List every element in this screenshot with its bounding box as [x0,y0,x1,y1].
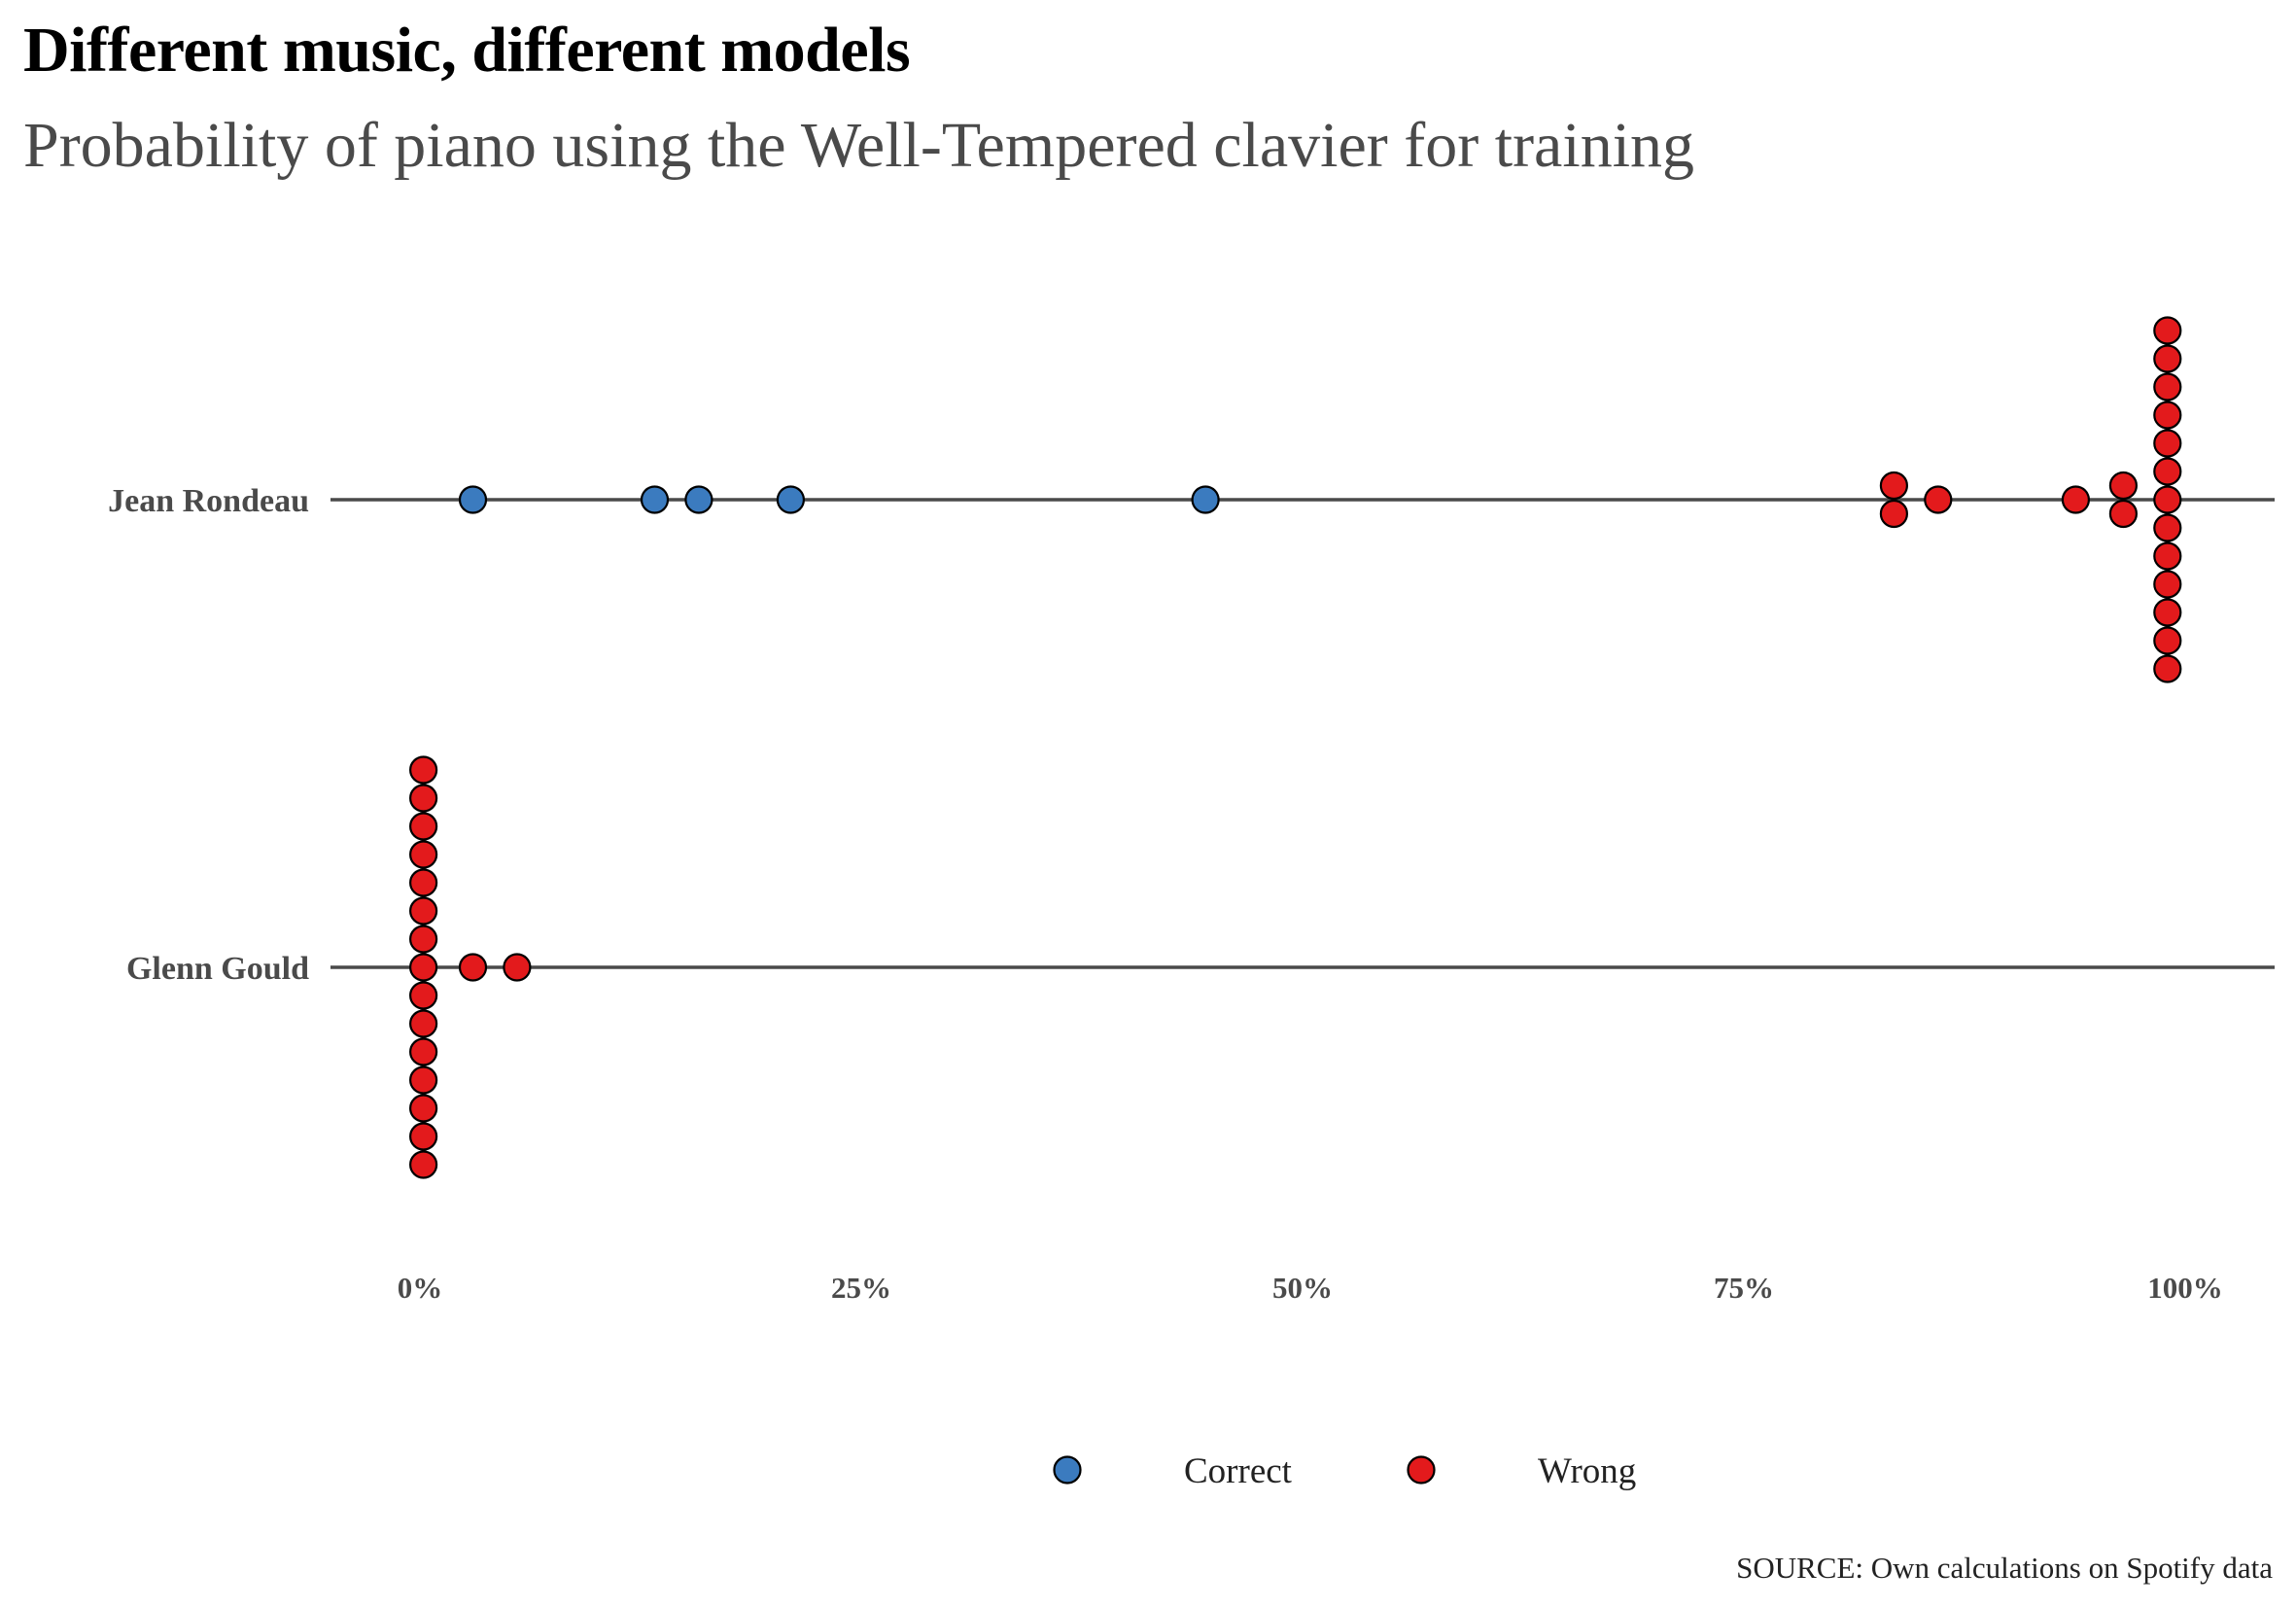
point-correct [458,485,488,514]
x-tick-label: 75% [1714,1271,1774,1305]
point-wrong [409,981,438,1010]
point-wrong [2153,626,2182,655]
point-wrong [1879,471,1909,501]
y-axis-label: Jean Rondeau [108,483,309,519]
point-wrong [409,1037,438,1066]
legend-label: Wrong [1538,1451,1636,1491]
point-correct [684,485,713,514]
chart-title: Different music, different models [23,15,911,86]
point-wrong [409,812,438,841]
point-wrong [2153,485,2182,514]
category-lines [330,498,2275,969]
point-wrong [2153,316,2182,345]
point-wrong [409,755,438,785]
x-tick-label: 0% [398,1271,443,1305]
point-wrong [409,953,438,982]
point-wrong [2153,429,2182,458]
point-wrong [1924,485,1953,514]
point-wrong [2153,513,2182,542]
point-correct [1191,485,1220,514]
source-note: SOURCE: Own calculations on Spotify data [1736,1551,2273,1585]
point-wrong [2153,570,2182,599]
point-wrong [409,1150,438,1179]
y-axis-label: Glenn Gould [126,951,309,987]
point-wrong [2153,541,2182,571]
point-wrong [409,784,438,813]
legend-key-wrong [1407,1455,1436,1485]
point-correct [776,485,806,514]
data-points [409,316,2182,1179]
x-tick-label: 25% [831,1271,891,1305]
legend-label: Correct [1184,1451,1293,1491]
point-wrong [2153,344,2182,373]
point-wrong [409,896,438,926]
legend: Correct Wrong [1053,1451,1636,1491]
x-tick-label: 50% [1272,1271,1333,1305]
point-correct [640,485,670,514]
point-wrong [409,1122,438,1151]
legend-key-correct [1053,1455,1082,1485]
point-wrong [503,953,532,982]
point-wrong [2153,372,2182,402]
point-wrong [2108,499,2138,529]
point-wrong [409,840,438,869]
point-wrong [2061,485,2090,514]
point-wrong [409,1094,438,1123]
point-wrong [1879,499,1909,529]
point-wrong [2153,654,2182,683]
point-wrong [2153,457,2182,486]
chart-subtitle: Probability of piano using the Well-Temp… [23,110,1695,181]
point-wrong [409,1066,438,1095]
y-axis-labels: Jean Rondeau Glenn Gould [108,483,309,987]
x-axis-ticks: 0% 25% 50% 75% 100% [398,1271,2223,1305]
point-wrong [2153,598,2182,627]
point-wrong [409,1009,438,1038]
x-tick-label: 100% [2147,1271,2223,1305]
point-wrong [409,925,438,954]
point-wrong [2153,401,2182,430]
point-wrong [458,953,488,982]
point-wrong [409,868,438,897]
point-wrong [2108,471,2138,501]
